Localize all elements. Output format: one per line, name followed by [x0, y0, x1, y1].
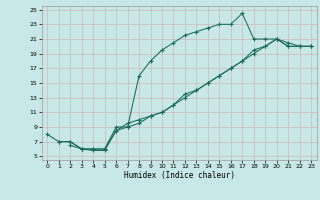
- X-axis label: Humidex (Indice chaleur): Humidex (Indice chaleur): [124, 171, 235, 180]
